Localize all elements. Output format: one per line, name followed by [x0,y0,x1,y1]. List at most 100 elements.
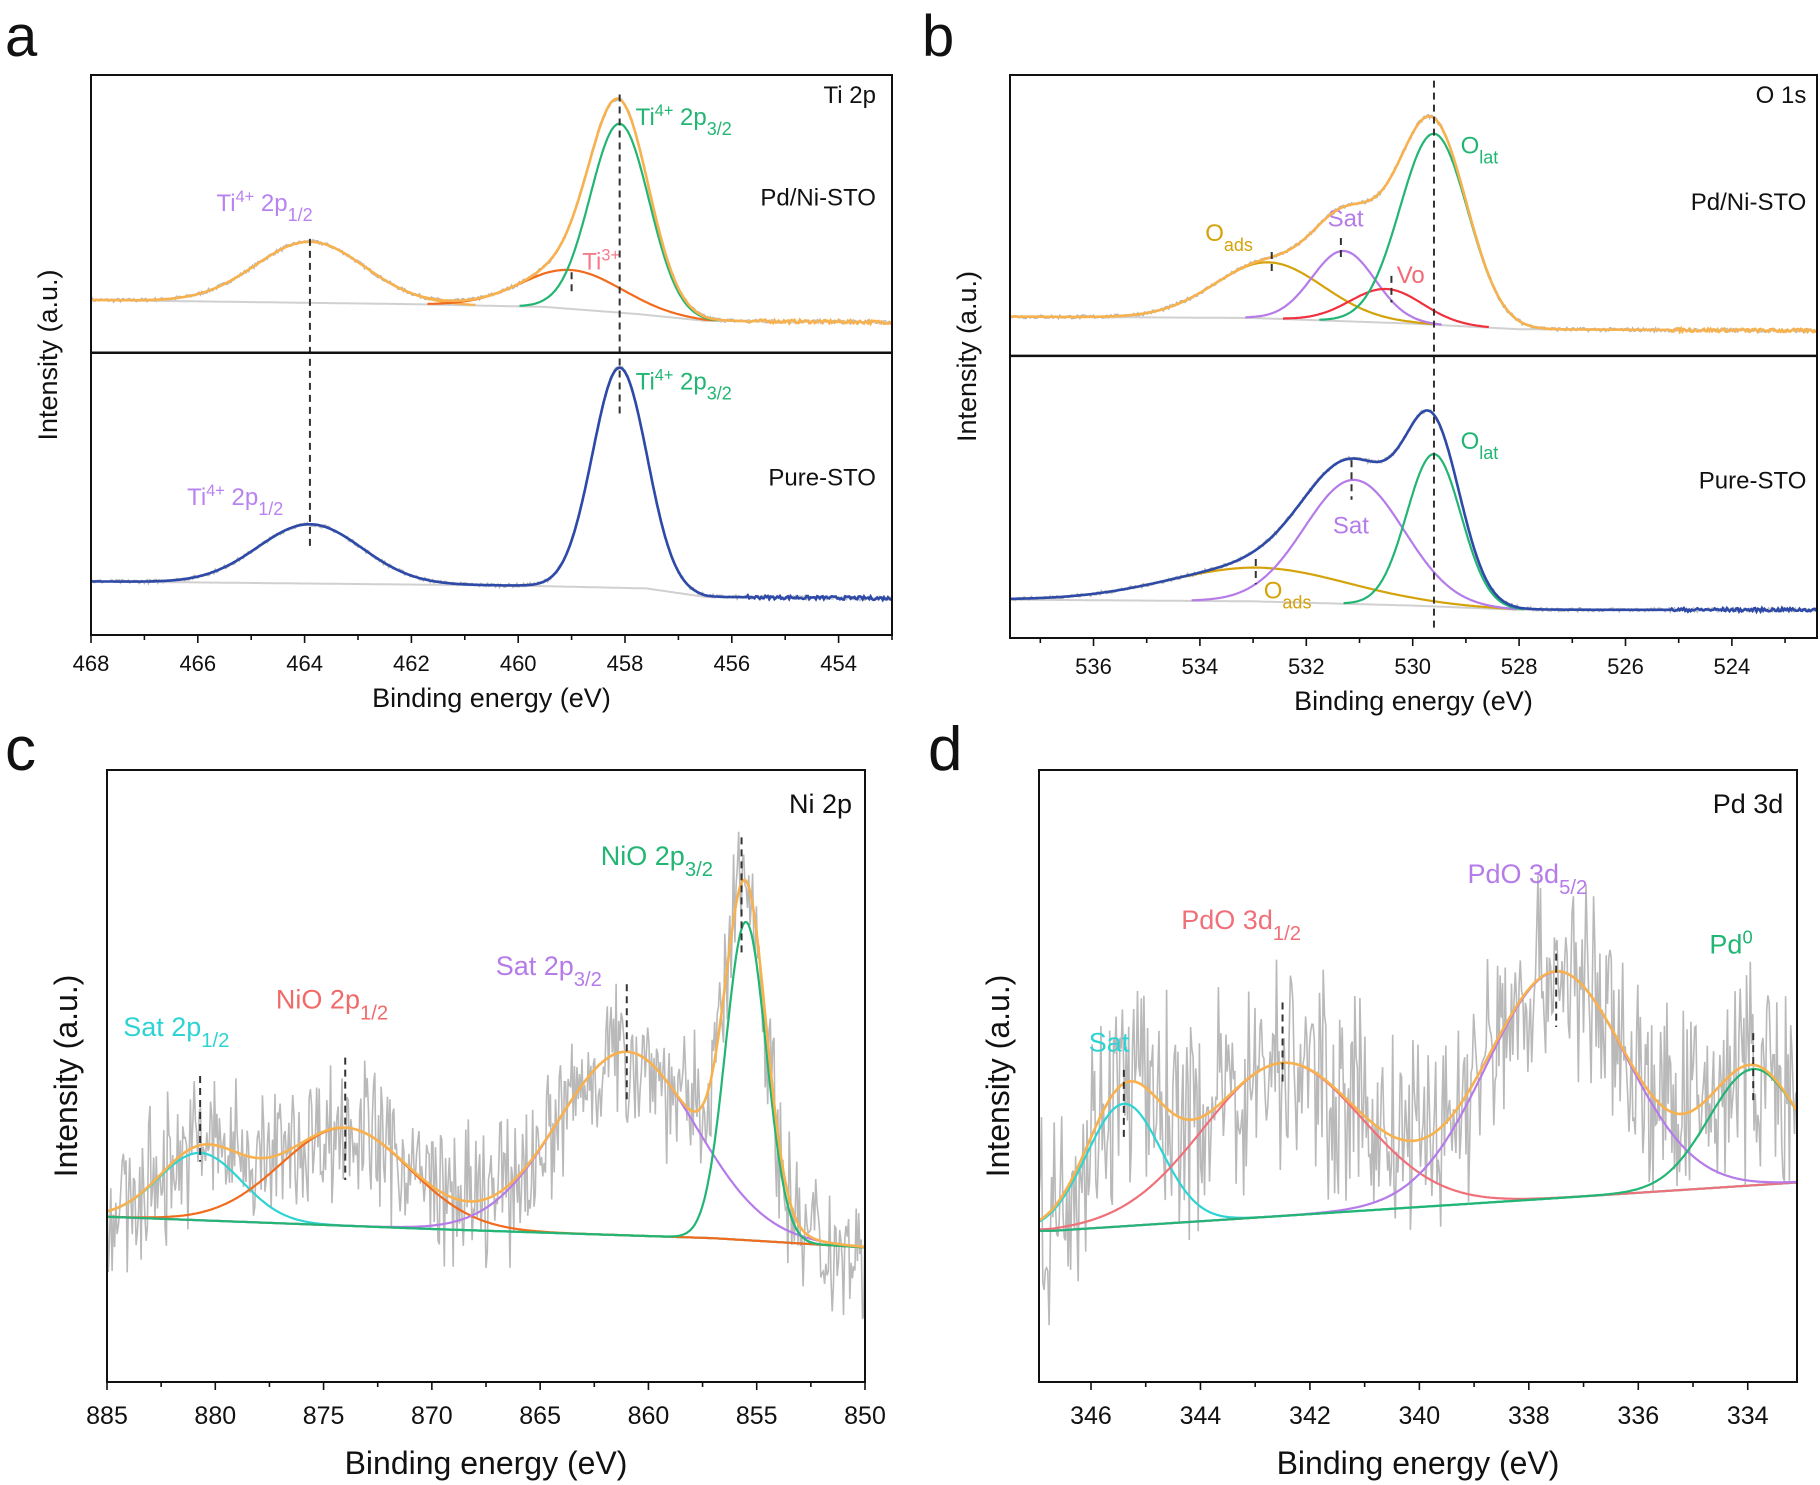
peak-label: Sat 2p3/2 [496,951,602,991]
x-tick-label: 855 [736,1402,778,1430]
x-tick-label: 850 [844,1402,886,1430]
x-tick-label: 865 [519,1402,561,1430]
peak-label: Ti3+ [582,246,620,275]
x-tick-label: 875 [303,1402,345,1430]
plot-frame [90,74,893,636]
x-tick-label: 464 [286,651,323,676]
peak-label: Olat [1461,133,1499,168]
peak-label-part: O [1461,428,1480,455]
peak-label: Sat [1333,513,1369,540]
core-level-label: Pd 3d [1713,789,1784,819]
peak-label-part: 2p [254,190,287,217]
peak-label: Oads [1205,220,1253,255]
x-tick-label: 468 [73,651,110,676]
peak-label: Sat [1089,1028,1130,1058]
x-tick-label: 344 [1180,1402,1222,1430]
peak-label-part: Sat [1328,206,1364,233]
x-axis-label: Binding energy (eV) [1294,686,1533,716]
peak-label-part: Ti [187,484,206,511]
raw-data-line [1010,409,1817,614]
y-axis-label: Intensity (a.u.) [48,975,84,1178]
peak-label-part: ads [1224,235,1253,255]
y-axis-label: Intensity (a.u.) [33,269,63,440]
peak-label-part: Vo [1397,262,1425,289]
peak-label: PdO 3d5/2 [1468,859,1588,899]
peak-label: NiO 2p3/2 [601,841,713,881]
peak-label-part: lat [1479,443,1498,463]
peak-label-part: 4+ [655,102,674,120]
peak-component-line [107,1126,865,1249]
peak-label: Ti4+ 2p1/2 [216,188,312,225]
peak-label-part: O [1264,578,1283,605]
peak-label-part: O [1461,133,1480,160]
y-axis-label: Intensity (a.u.) [980,975,1016,1178]
envelope-fit-line [1039,970,1797,1222]
raw-data-line [107,831,865,1320]
x-tick-label: 526 [1607,654,1644,679]
core-level-label: Ni 2p [789,789,852,819]
peak-label-part: 3+ [601,246,620,264]
envelope-fit-line [91,97,892,327]
x-tick-label: 346 [1070,1402,1112,1430]
x-axis-label: Binding energy (eV) [372,683,611,713]
x-tick-label: 336 [1617,1402,1659,1430]
panel-letter: c [5,715,36,784]
peak-label-part: ads [1282,593,1311,613]
envelope-fit-line [91,366,892,603]
x-tick-label: 885 [86,1402,128,1430]
peak-label: Sat [1328,206,1364,233]
sample-label: Pd/Ni-STO [1691,189,1807,216]
raw-data-line [1039,875,1797,1326]
peak-label-part: 4+ [655,366,674,384]
x-axis-label: Binding energy (eV) [1277,1445,1560,1481]
panel-letter: d [928,715,962,784]
peak-label-part: 2p [673,104,706,131]
y-axis-label: Intensity (a.u.) [952,271,982,442]
peak-label: NiO 2p1/2 [276,985,388,1025]
peak-label-part: 2p [673,368,706,395]
peak-label-part: 5/2 [1559,877,1587,899]
x-tick-label: 454 [820,651,857,676]
x-tick-label: 462 [393,651,430,676]
peak-component-line [1283,287,1489,329]
subplot-pd-ni-sto: Oads Sat Vo Olat [1010,113,1817,335]
x-tick-label: 340 [1399,1402,1441,1430]
x-axis-label: Binding energy (eV) [345,1445,628,1481]
peak-label-part: 1/2 [1273,923,1301,945]
subplot-pure-sto: Oads Sat Olat [1010,409,1817,615]
x-tick-label: 342 [1289,1402,1331,1430]
x-tick-label: 458 [607,651,644,676]
x-tick-label: 460 [500,651,537,676]
peak-label-part: O [1205,220,1224,247]
peak-label-part: 4+ [206,482,225,500]
peak-label-part: Ti [582,248,601,275]
peak-label: Ti4+ 2p3/2 [636,102,732,139]
peak-label-part: NiO 2p [276,985,360,1015]
peak-label: Olat [1461,428,1499,463]
peak-label-part: Sat [1089,1028,1130,1058]
envelope-fit-line [107,878,865,1249]
peak-component-line [1039,1102,1797,1223]
peak-label-part: 3/2 [685,859,713,881]
peak-label-part: 3/2 [707,119,732,139]
sample-label: Pd/Ni-STO [760,185,876,212]
sample-label: Pure-STO [768,464,876,491]
x-tick-label: 456 [713,651,750,676]
x-tick-label: 860 [628,1402,670,1430]
peak-label-part: NiO 2p [601,841,685,871]
peak-component-line [1039,1067,1797,1232]
core-level-label: O 1s [1756,82,1807,109]
plot-frame [106,769,866,1383]
peak-component-line [526,366,714,598]
x-tick-label: 334 [1727,1402,1769,1430]
peak-label-part: PdO 3d [1468,859,1560,889]
background-line [91,299,892,324]
